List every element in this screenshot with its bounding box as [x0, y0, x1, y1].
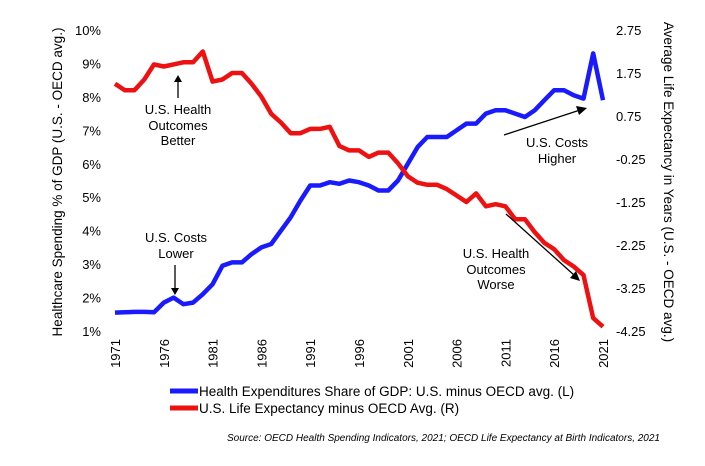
annotation-higher: U.S. Costs Higher: [503, 106, 589, 166]
y2-tick-label: -3.25: [616, 281, 646, 296]
annotation-lower-line1: U.S. Costs: [145, 230, 208, 245]
annotation-higher-line1: U.S. Costs: [526, 135, 589, 150]
y2-tick-label: 2.75: [616, 23, 641, 38]
x-tick-label: 1996: [352, 339, 367, 368]
annotation-worse-line2: Outcomes: [466, 262, 526, 277]
y2-tick-label: -2.25: [616, 238, 646, 253]
y-tick-label: 7%: [82, 123, 101, 138]
x-tick-label: 2001: [401, 339, 416, 368]
y-tick-label: 2%: [82, 291, 101, 306]
x-tick-label: 2021: [596, 339, 611, 368]
annotation-better-line1: U.S. Health: [145, 102, 211, 117]
x-tick-label: 2011: [498, 339, 513, 367]
x-tick-label: 1981: [206, 339, 221, 368]
x-tick-label: 1971: [108, 339, 123, 368]
arrow-down-right-icon: [505, 213, 575, 276]
y2-tick-label: -4.25: [616, 324, 646, 339]
y-tick-label: 6%: [82, 157, 101, 172]
x-tick-label: 2016: [547, 339, 562, 368]
x-tick-label: 1976: [157, 339, 172, 368]
annotation-better-line2: Outcomes: [148, 118, 208, 133]
y-tick-label: 10%: [75, 23, 101, 38]
annotation-lower-line2: Lower: [158, 246, 194, 261]
y2-tick-label: 0.75: [616, 109, 641, 124]
legend-label-life-expectancy: U.S. Life Expectancy minus OECD Avg. (R): [199, 401, 459, 416]
y-tick-label: 3%: [82, 257, 101, 272]
series-line-life-expectancy: [113, 49, 605, 329]
y-tick-label: 8%: [82, 90, 101, 105]
y2-tick-label: 1.75: [616, 66, 641, 81]
annotation-better: U.S. Health Outcomes Better: [145, 75, 211, 148]
annotation-lower: U.S. Costs Lower: [145, 230, 208, 295]
y2-tick-label: -1.25: [616, 195, 646, 210]
y2-axis-title: Average Life Expectancy in Years (U.S. -…: [661, 22, 676, 342]
y-tick-label: 5%: [82, 190, 101, 205]
annotation-worse-line3: Worse: [477, 277, 514, 292]
annotation-better-line3: Better: [161, 133, 196, 148]
y-tick-label: 9%: [82, 56, 101, 71]
y-tick-label: 1%: [82, 324, 101, 339]
x-tick-label: 1986: [254, 339, 269, 368]
x-tick-label: 2006: [450, 339, 465, 368]
y-tick-label: 4%: [82, 224, 101, 239]
y-axis-title: Healthcare Spending % of GDP (U.S. - OEC…: [50, 28, 65, 337]
annotation-higher-line2: Higher: [538, 151, 577, 166]
x-tick-label: 1991: [303, 339, 318, 368]
annotation-worse: U.S. Health Outcomes Worse: [463, 213, 580, 292]
arrow-up-right-icon: [503, 109, 581, 136]
legend-label-spending: Health Expenditures Share of GDP: U.S. m…: [199, 384, 574, 399]
series-line-health-spending: [114, 51, 606, 315]
annotation-worse-line1: U.S. Health: [463, 246, 529, 261]
source-note: Source: OECD Health Spending Indicators,…: [227, 433, 660, 444]
legend: Health Expenditures Share of GDP: U.S. m…: [170, 384, 574, 416]
y2-tick-label: -0.25: [616, 152, 646, 167]
